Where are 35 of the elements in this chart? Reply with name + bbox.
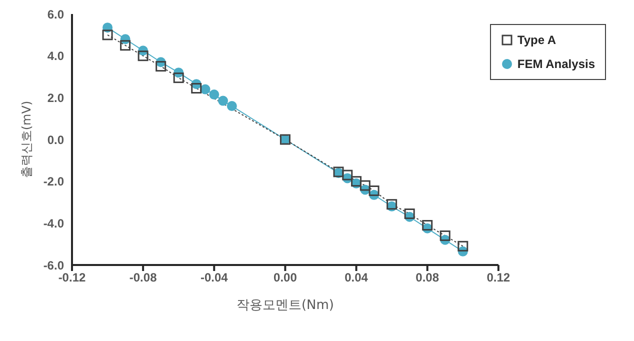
y-tick-label: -4.0 — [43, 216, 64, 230]
point — [458, 240, 468, 252]
point — [422, 220, 433, 231]
x-tick-label: 0.00 — [274, 270, 298, 285]
point — [156, 61, 166, 72]
point — [440, 230, 450, 241]
point — [102, 30, 113, 40]
legend-label: Type A — [517, 33, 556, 47]
x-tick-label: -0.12 — [58, 270, 86, 285]
point — [226, 101, 237, 112]
x-tick-label: -0.04 — [200, 270, 228, 285]
point — [209, 90, 220, 100]
x-tick-label: 0.04 — [344, 270, 368, 285]
y-tick-label: 4.0 — [47, 49, 64, 64]
y-tick-label: 2.0 — [47, 90, 64, 105]
point — [120, 40, 131, 51]
point — [404, 208, 415, 220]
y-tick-label: -2.0 — [43, 174, 64, 189]
x-tick-label: 0.08 — [416, 270, 440, 285]
y-axis-title: 출력신호(mV) — [19, 100, 34, 178]
x-tick-label: 0.12 — [486, 270, 510, 285]
point — [342, 170, 353, 180]
point — [218, 96, 228, 106]
y-tick-label: -6.0 — [43, 258, 64, 272]
point — [368, 185, 380, 196]
x-tick-label: -0.08 — [129, 270, 158, 285]
x-axis-title: 작용모멘트(Nm) — [236, 298, 334, 313]
point — [360, 180, 370, 191]
point — [200, 84, 210, 94]
legend-label: FEM Analysis — [517, 57, 595, 71]
y-tick-label: 0.0 — [47, 132, 64, 147]
point — [191, 83, 202, 94]
point — [173, 72, 184, 84]
y-tick-label: 6.0 — [47, 7, 64, 22]
point — [138, 50, 148, 62]
